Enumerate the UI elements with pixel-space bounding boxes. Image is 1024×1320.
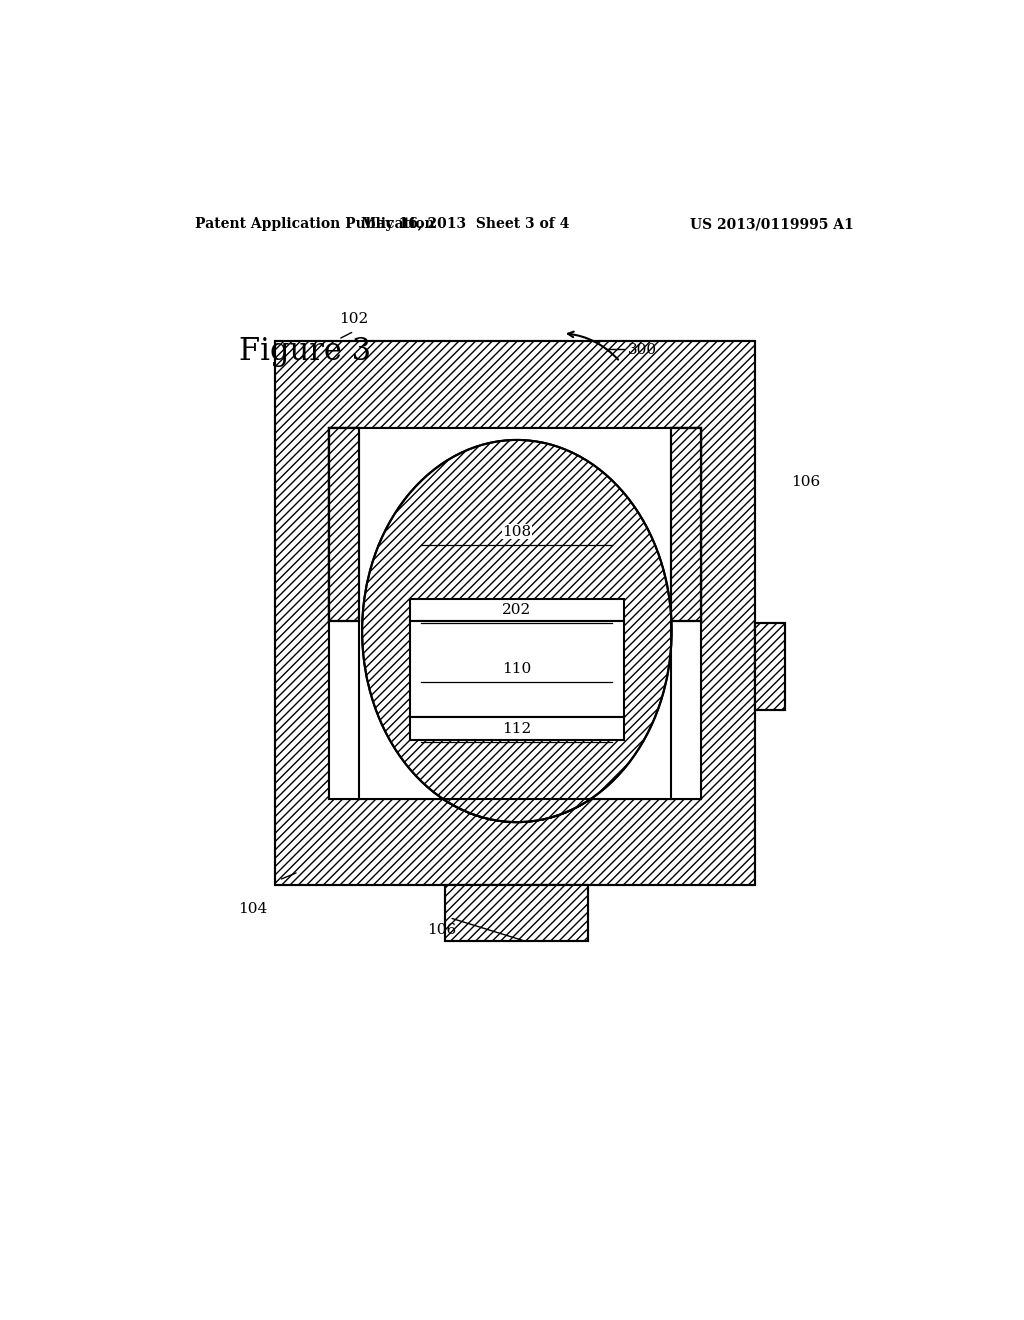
Bar — [329, 428, 359, 620]
Bar — [274, 342, 755, 886]
Text: 110: 110 — [502, 663, 531, 676]
Bar — [410, 620, 624, 718]
Text: 102: 102 — [340, 312, 369, 326]
Text: 112: 112 — [502, 722, 531, 735]
Text: May 16, 2013  Sheet 3 of 4: May 16, 2013 Sheet 3 of 4 — [361, 218, 569, 231]
Ellipse shape — [399, 486, 635, 776]
Bar — [445, 886, 589, 941]
Bar — [274, 342, 755, 886]
Bar — [671, 428, 701, 620]
Text: 104: 104 — [238, 903, 267, 916]
Bar — [410, 598, 624, 620]
Bar — [410, 718, 624, 739]
Text: 108: 108 — [503, 524, 531, 539]
Ellipse shape — [362, 440, 672, 822]
Text: Figure 3: Figure 3 — [240, 337, 372, 367]
Bar — [329, 428, 701, 799]
Bar — [274, 342, 755, 886]
Ellipse shape — [362, 440, 672, 822]
Bar — [445, 886, 589, 941]
Text: 106: 106 — [427, 923, 456, 937]
Bar — [329, 428, 701, 799]
Text: US 2013/0119995 A1: US 2013/0119995 A1 — [690, 218, 854, 231]
Text: 106: 106 — [791, 475, 820, 488]
Bar — [329, 428, 701, 799]
Bar — [671, 428, 701, 620]
Bar — [671, 428, 701, 620]
Text: 202: 202 — [502, 603, 531, 616]
Bar — [329, 428, 359, 620]
Bar — [671, 428, 701, 620]
Bar — [755, 623, 785, 710]
Bar — [671, 428, 701, 620]
Bar — [329, 428, 701, 799]
Bar — [671, 428, 701, 620]
Bar — [755, 623, 785, 710]
Bar — [329, 428, 359, 620]
Bar — [329, 428, 359, 620]
Text: Patent Application Publication: Patent Application Publication — [196, 218, 435, 231]
Text: 300: 300 — [628, 343, 657, 356]
Bar — [755, 623, 785, 710]
Bar — [329, 428, 359, 620]
Bar — [329, 428, 359, 620]
Bar — [445, 886, 589, 941]
